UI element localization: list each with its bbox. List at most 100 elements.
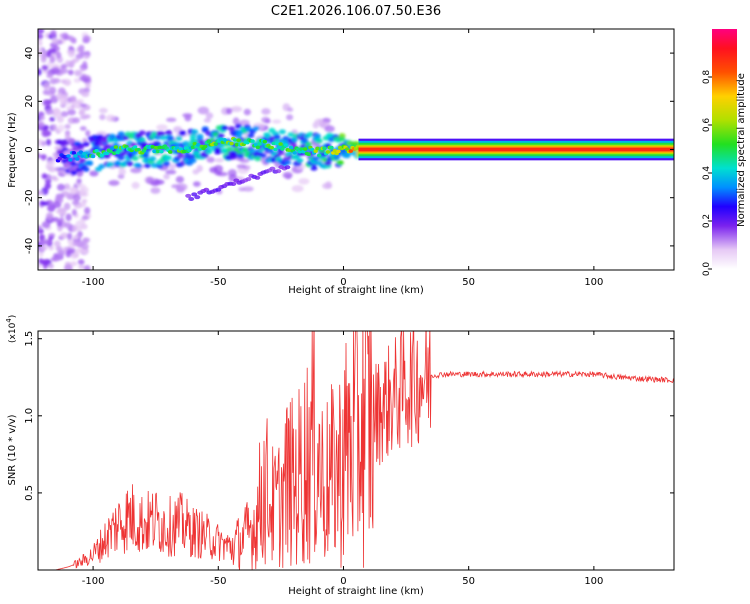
heatmap-cell <box>206 156 215 163</box>
heatmap-cell <box>232 138 238 142</box>
heatmap-cell <box>235 123 243 129</box>
heatmap-cell <box>68 138 76 144</box>
heatmap-cell <box>315 138 323 144</box>
heatmap-cell <box>59 68 69 74</box>
heatmap-cell <box>306 152 311 156</box>
x-tick-label: 50 <box>462 277 475 288</box>
heatmap-cell <box>326 132 334 138</box>
heatmap-cell <box>255 145 261 150</box>
heatmap-cell <box>49 55 56 64</box>
heatmap-cell <box>233 146 241 152</box>
heatmap-cell <box>43 82 51 91</box>
heatmap-cell <box>143 163 151 169</box>
heatmap-core <box>55 136 674 201</box>
heatmap-cell <box>309 147 315 152</box>
heatmap-cell <box>38 33 44 40</box>
heatmap-cell <box>38 263 42 269</box>
heatmap-cell <box>83 54 90 60</box>
heatmap-cell <box>315 146 320 151</box>
heatmap-cell <box>81 201 87 208</box>
heatmap-cell <box>105 114 116 122</box>
spectrogram-panel: -100 -50 0 50 100 -40 -20 0 20 40 Height of stra… <box>7 28 675 296</box>
heatmap-cell <box>74 69 83 77</box>
heatmap-cell <box>242 186 254 192</box>
heatmap-cell <box>60 111 69 118</box>
heatmap-cell <box>278 142 283 146</box>
heatmap-cell <box>38 225 42 230</box>
heatmap-cell <box>247 133 255 139</box>
heatmap-cell <box>41 221 51 229</box>
heatmap-cell <box>165 169 177 175</box>
heatmap-cell <box>63 183 71 190</box>
heatmap-cell <box>69 95 77 102</box>
heatmap-cell <box>221 125 229 131</box>
heatmap-cell <box>338 136 346 142</box>
heatmap-cell <box>65 250 72 258</box>
heatmap-cell <box>60 232 69 239</box>
heatmap-cell <box>99 114 106 121</box>
heatmap-cell <box>85 130 91 137</box>
heatmap-cell <box>108 149 113 154</box>
heatmap-cell <box>169 163 176 170</box>
y-tick-label: -20 <box>24 190 35 206</box>
heatmap-cell <box>261 108 271 115</box>
heatmap-cell <box>322 146 327 151</box>
heatmap-band <box>358 147 674 152</box>
colorbar: 0.0 0.2 0.4 0.6 0.8 Normalized spectral ampl… <box>702 29 747 276</box>
snr-y-label: SNR (10 * v/v) <box>7 414 18 485</box>
heatmap-cells <box>38 29 674 270</box>
heatmap-cell <box>138 130 146 136</box>
heatmap-cell <box>68 187 77 194</box>
heatmap-cell <box>163 173 170 180</box>
heatmap-cell <box>68 158 73 162</box>
heatmap-cell <box>156 163 164 169</box>
heatmap-cell <box>196 143 201 147</box>
heatmap-cell <box>57 124 65 132</box>
heatmap-cell <box>76 178 82 184</box>
heatmap-cell <box>58 168 66 174</box>
heatmap-cell <box>75 181 83 187</box>
heatmap-cell <box>296 158 304 164</box>
heatmap-cell <box>287 148 292 152</box>
heatmap-cell <box>150 180 161 186</box>
x-tick-label: 0 <box>340 576 346 587</box>
heatmap-cell <box>84 207 91 215</box>
spectrogram-y-label: Frequency (Hz) <box>7 112 18 188</box>
heatmap-cell <box>192 169 200 175</box>
heatmap-cell <box>79 75 87 82</box>
heatmap-cell <box>40 154 47 161</box>
heatmap-cell <box>201 152 209 158</box>
heatmap-cell <box>168 150 173 154</box>
heatmap-cell <box>286 114 294 121</box>
heatmap-cell <box>98 163 106 169</box>
colorbar-label: Normalized spectral amplitude <box>736 73 747 227</box>
x-tick-label: 100 <box>584 576 603 587</box>
snr-y-ticks: 0.5 1.0 1.5 <box>24 331 674 501</box>
heatmap-cell <box>118 167 126 176</box>
heatmap-cell <box>325 150 331 154</box>
heatmap-cell <box>111 151 117 156</box>
snr-scale-prefix: (x10 <box>8 322 18 343</box>
heatmap-cell <box>78 44 85 53</box>
spectrogram-x-label: Height of straight line (km) <box>288 285 424 296</box>
heatmap-cell <box>298 178 310 185</box>
heatmap-cell <box>64 123 71 130</box>
heatmap-cell <box>159 149 164 154</box>
heatmap-cell <box>45 108 54 115</box>
heatmap-cell <box>182 149 187 154</box>
x-tick-label: -100 <box>82 576 105 587</box>
heatmap-cell <box>86 160 94 166</box>
heatmap-cell <box>206 139 211 143</box>
heatmap-cell <box>38 29 45 34</box>
heatmap-cell <box>40 140 47 147</box>
heatmap-cell <box>51 217 60 222</box>
y-tick-label: 1.0 <box>24 408 35 424</box>
y-tick-label: 0.5 <box>24 485 35 501</box>
heatmap-cell <box>348 149 353 153</box>
heatmap-cell <box>48 86 57 95</box>
spectrogram-y-ticks: -40 -20 0 20 40 <box>24 47 674 254</box>
heatmap-cell <box>82 238 89 245</box>
heatmap-cell <box>313 149 318 153</box>
heatmap-cell <box>166 136 174 142</box>
